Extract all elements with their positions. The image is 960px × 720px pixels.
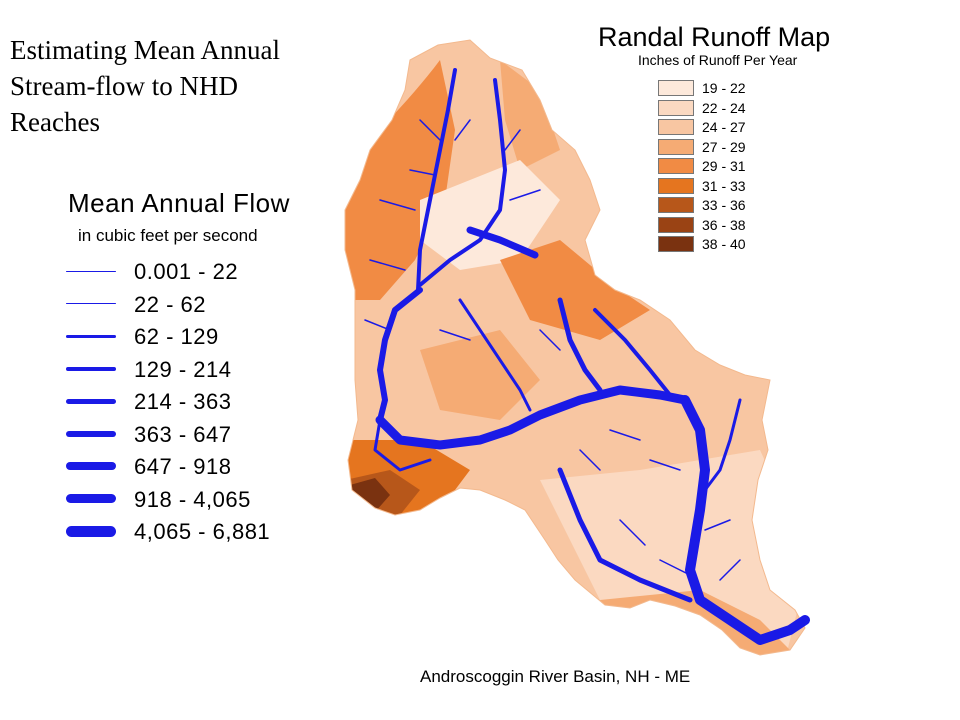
runoff-class-label: 24 - 27 [702, 119, 746, 135]
runoff-swatch [658, 119, 694, 135]
runoff-class-label: 29 - 31 [702, 158, 746, 174]
runoff-class-label: 38 - 40 [702, 236, 746, 252]
stream-reach-lower-main [680, 395, 810, 645]
flow-class-label: 22 - 62 [134, 291, 206, 317]
runoff-map-title: Randal Runoff Map [598, 22, 831, 52]
flow-line-symbol [66, 270, 116, 272]
stream-reach-middle-main [375, 385, 690, 450]
runoff-class-label: 31 - 33 [702, 177, 746, 194]
runoff-swatch [658, 80, 694, 96]
flow-line-symbol [66, 430, 116, 437]
flow-legend-title: Mean Annual Flow [68, 188, 290, 218]
runoff-class-label: 36 - 38 [702, 216, 746, 233]
runoff-swatch [658, 236, 694, 252]
stream-reach-southwest-tributary [373, 418, 432, 472]
runoff-class-label: 19 - 22 [702, 80, 746, 96]
flow-class-label: 363 - 647 [134, 421, 232, 447]
flow-line-symbol [66, 525, 116, 537]
flow-class-label: 918 - 4,065 [134, 486, 251, 512]
flow-line-symbol [66, 462, 116, 470]
flow-line-symbol [66, 398, 116, 404]
runoff-swatch [658, 158, 694, 174]
flow-legend-subtitle: in cubic feet per second [78, 226, 258, 245]
runoff-class-label: 33 - 36 [702, 197, 746, 213]
stream-reach-inner-tributary [458, 298, 532, 412]
flow-class-label: 4,065 - 6,881 [134, 519, 271, 544]
runoff-zone-north-ridge [500, 60, 560, 170]
slide-title-line-3: Reaches [10, 107, 100, 137]
runoff-swatch [658, 197, 694, 213]
stream-reach-central-tributary [557, 297, 603, 393]
flow-class-label: 214 - 363 [134, 389, 232, 414]
runoff-zone-northwest [345, 60, 455, 300]
runoff-zone-east-high [500, 240, 650, 340]
stream-reach-upper-main [377, 287, 423, 423]
flow-line-symbol [66, 494, 116, 503]
flow-class-label: 62 - 129 [134, 324, 219, 349]
runoff-swatch [658, 177, 694, 194]
flow-line-symbol [66, 302, 116, 305]
runoff-map-subtitle: Inches of Runoff Per Year [638, 52, 798, 68]
flow-line-symbol [66, 366, 116, 371]
runoff-class-label: 22 - 24 [702, 99, 746, 116]
stream-network [364, 68, 810, 645]
runoff-swatch [658, 99, 694, 116]
stream-reach-east-tributary [466, 226, 539, 259]
flow-class-label: 0.001 - 22 [134, 259, 239, 284]
runoff-zone-central-low [420, 160, 560, 270]
stream-reach-south-tributary [557, 467, 693, 603]
flow-class-label: 647 - 918 [134, 454, 232, 479]
stream-reach-minor-tributaries [364, 119, 741, 581]
stream-reach-far-east [703, 398, 742, 492]
slide-title-line-2: Stream-flow to NHD [10, 71, 238, 101]
runoff-class-label: 27 - 29 [702, 138, 746, 155]
slide-title: Estimating Mean Annual Stream-flow to NH… [10, 32, 340, 140]
runoff-swatch [658, 138, 694, 155]
runoff-swatch [658, 216, 694, 233]
runoff-zone-central-mid [420, 330, 540, 420]
flow-class-label: 129 - 214 [134, 356, 232, 382]
stream-reach-east-branch [593, 308, 672, 397]
stream-reach-north-branch [418, 78, 507, 287]
map-caption: Androscoggin River Basin, NH - ME [420, 667, 691, 686]
flow-line-symbol [66, 334, 116, 338]
slide-title-line-1: Estimating Mean Annual [10, 35, 280, 65]
